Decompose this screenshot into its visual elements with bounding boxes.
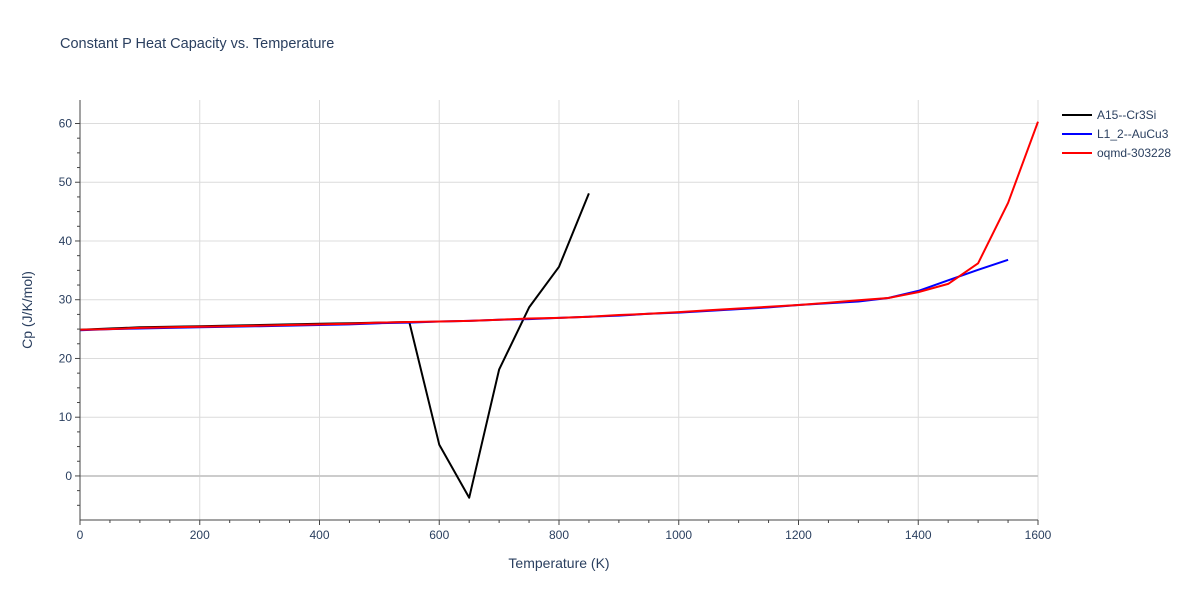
x-tick-label: 1600: [1025, 528, 1052, 542]
legend-item[interactable]: L1_2--AuCu3: [1062, 127, 1169, 141]
y-tick-label: 20: [59, 351, 73, 365]
x-tick-label: 1000: [665, 528, 692, 542]
legend[interactable]: A15--Cr3Si L1_2--AuCu3 oqmd-303228: [1062, 108, 1171, 160]
series-lines: [79, 121, 1039, 499]
y-tick-label: 50: [59, 175, 73, 189]
series-line-0[interactable]: [79, 193, 590, 499]
axes: [75, 100, 1039, 525]
grid: [80, 100, 1039, 520]
chart-title: Constant P Heat Capacity vs. Temperature: [60, 36, 335, 52]
y-axis-title: Cp (J/K/mol): [19, 271, 35, 349]
y-tick-label: 0: [65, 469, 72, 483]
legend-item[interactable]: A15--Cr3Si: [1062, 108, 1156, 122]
legend-item[interactable]: oqmd-303228: [1062, 146, 1171, 160]
x-tick-label: 200: [190, 528, 210, 542]
x-tick-labels: 0 200 400 600 800 1000 1200 1400 1600: [77, 528, 1052, 542]
x-tick-label: 1400: [905, 528, 932, 542]
legend-label: L1_2--AuCu3: [1097, 127, 1169, 141]
x-tick-label: 600: [429, 528, 449, 542]
x-axis-title: Temperature (K): [508, 555, 609, 571]
series-line-2[interactable]: [79, 121, 1039, 331]
legend-label: oqmd-303228: [1097, 146, 1171, 160]
x-tick-label: 1200: [785, 528, 812, 542]
y-tick-labels: 0 10 20 30 40 50 60: [59, 116, 73, 482]
legend-label: A15--Cr3Si: [1097, 108, 1156, 122]
y-tick-label: 60: [59, 116, 73, 130]
y-tick-label: 40: [59, 234, 73, 248]
x-tick-label: 0: [77, 528, 84, 542]
series-line-1[interactable]: [79, 258, 1009, 332]
x-tick-label: 400: [309, 528, 329, 542]
y-tick-label: 10: [59, 410, 73, 424]
y-tick-label: 30: [59, 293, 73, 307]
x-tick-label: 800: [549, 528, 569, 542]
